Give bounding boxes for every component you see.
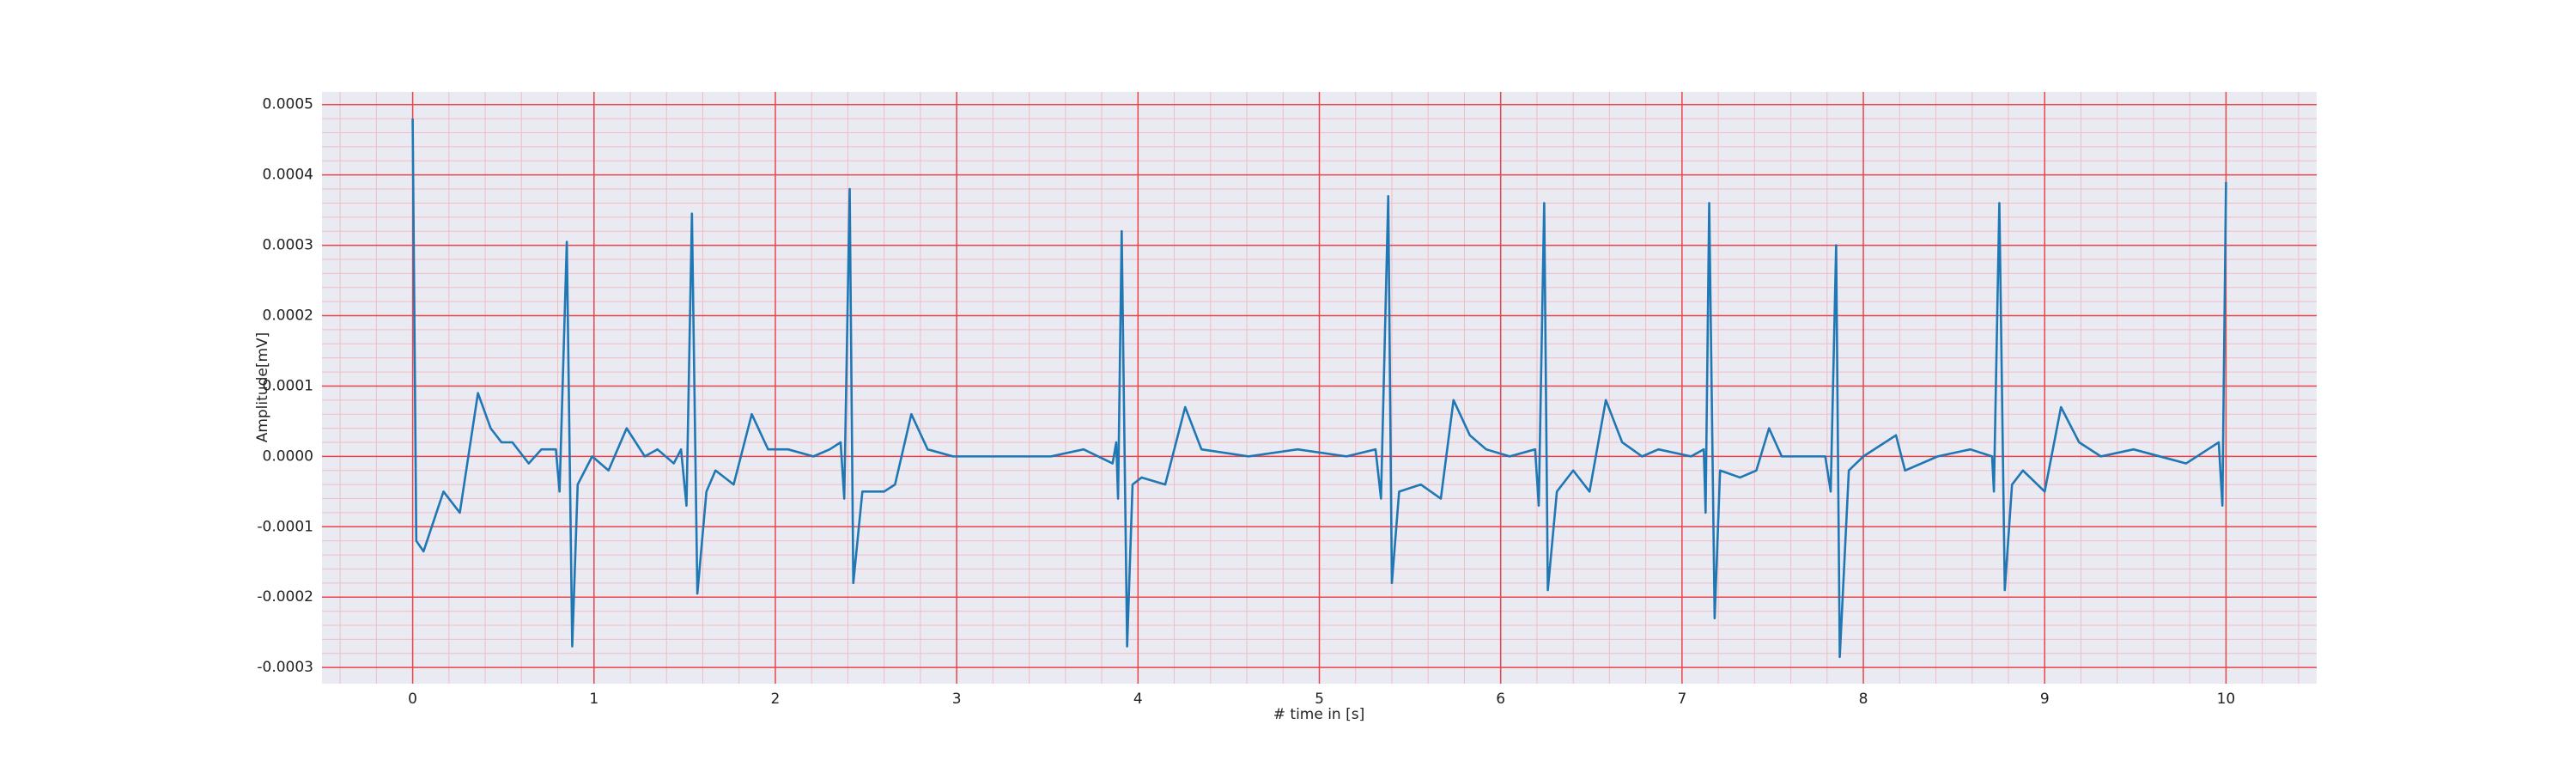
y-tick-label: 0.0001 <box>263 377 313 394</box>
y-tick-label: -0.0002 <box>257 588 313 606</box>
y-tick-label: 0.0000 <box>263 447 313 465</box>
y-tick-label: 0.0003 <box>263 237 313 254</box>
x-tick-label: 10 <box>2217 691 2236 708</box>
x-tick-label: 7 <box>1677 691 1686 708</box>
y-tick-label: 0.0002 <box>263 307 313 325</box>
x-tick-label: 4 <box>1133 691 1143 708</box>
x-tick-label: 5 <box>1315 691 1324 708</box>
y-tick-label: 0.0004 <box>263 167 313 184</box>
y-tick-label: -0.0001 <box>257 518 313 535</box>
x-tick-label: 8 <box>1859 691 1868 708</box>
x-tick-label: 1 <box>589 691 598 708</box>
y-tick-label: -0.0003 <box>257 659 313 676</box>
x-tick-label: 9 <box>2040 691 2050 708</box>
x-tick-label: 2 <box>771 691 781 708</box>
x-axis-label: # time in [s] <box>1273 706 1364 723</box>
x-tick-label: 6 <box>1496 691 1505 708</box>
x-tick-label: 3 <box>952 691 962 708</box>
y-axis-label: Amplitude[mV] <box>254 332 271 443</box>
ecg-line <box>411 119 2227 659</box>
x-tick-label: 0 <box>408 691 417 708</box>
y-tick-label: 0.0005 <box>263 96 313 113</box>
